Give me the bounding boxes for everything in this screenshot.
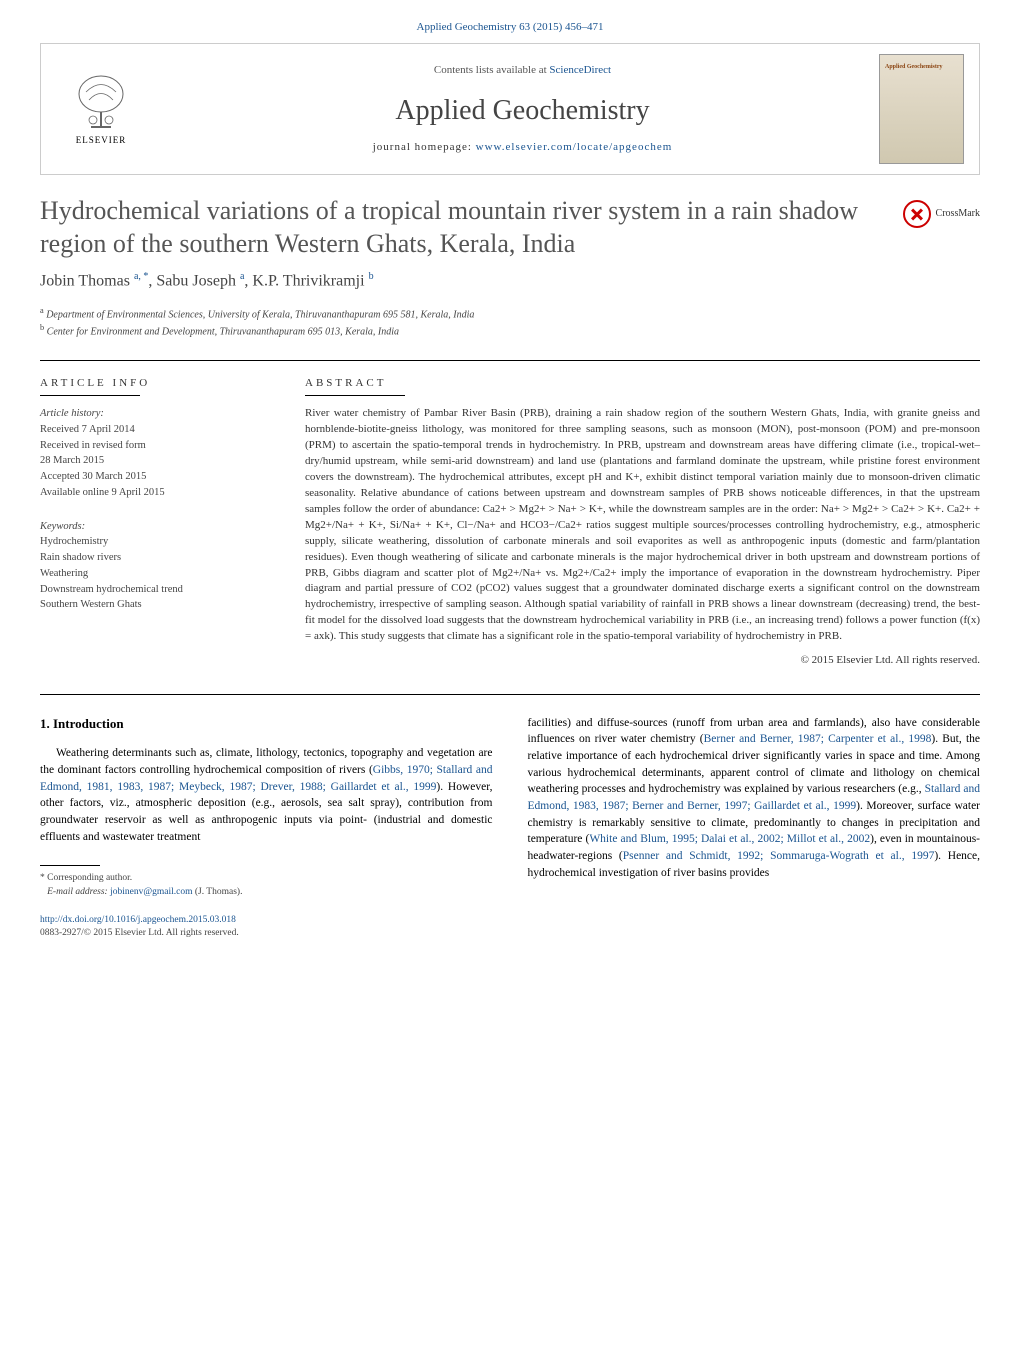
elsevier-logo: ELSEVIER: [56, 64, 146, 154]
section-heading: 1. Introduction: [40, 715, 493, 734]
sciencedirect-link[interactable]: ScienceDirect: [549, 64, 611, 76]
elsevier-tree-icon: [71, 72, 131, 132]
banner-center: Contents lists available at ScienceDirec…: [166, 63, 879, 155]
author-email-link[interactable]: jobinenv@gmail.com: [110, 887, 192, 897]
journal-name: Applied Geochemistry: [166, 91, 879, 130]
copyright-line: © 2015 Elsevier Ltd. All rights reserved…: [305, 653, 980, 668]
affiliations: a Department of Environmental Sciences, …: [40, 305, 980, 340]
doi-link[interactable]: http://dx.doi.org/10.1016/j.apgeochem.20…: [40, 915, 236, 925]
keywords-block: Keywords: HydrochemistryRain shadow rive…: [40, 519, 275, 614]
abstract-text: River water chemistry of Pambar River Ba…: [305, 406, 980, 645]
section-rule: [40, 395, 140, 396]
article-title: Hydrochemical variations of a tropical m…: [40, 195, 888, 260]
journal-banner: ELSEVIER Contents lists available at Sci…: [40, 43, 980, 175]
body-paragraph: Weathering determinants such as, climate…: [40, 745, 493, 845]
contents-prefix: Contents lists available at: [434, 64, 549, 76]
crossmark-badge[interactable]: CrossMark: [903, 200, 980, 228]
contents-line: Contents lists available at ScienceDirec…: [166, 63, 879, 78]
elsevier-label: ELSEVIER: [76, 134, 127, 147]
body-paragraph: facilities) and diffuse-sources (runoff …: [528, 715, 981, 882]
issn-copyright: 0883-2927/© 2015 Elsevier Ltd. All right…: [40, 928, 239, 938]
footnote-separator: [40, 865, 100, 866]
article-info-header: ARTICLE INFO: [40, 376, 275, 391]
body-left-column: 1. Introduction Weathering determinants …: [40, 715, 493, 941]
cover-title: Applied Geochemistry: [885, 63, 958, 71]
journal-homepage-link[interactable]: www.elsevier.com/locate/apgeochem: [476, 141, 673, 153]
crossmark-label: CrossMark: [936, 207, 980, 221]
email-label: E-mail address:: [47, 887, 110, 897]
email-suffix: (J. Thomas).: [192, 887, 242, 897]
body-two-column: 1. Introduction Weathering determinants …: [40, 715, 980, 941]
header-citation-link[interactable]: Applied Geochemistry 63 (2015) 456–471: [40, 20, 980, 35]
title-row: Hydrochemical variations of a tropical m…: [40, 195, 980, 260]
article-history: Article history: Received 7 April 2014Re…: [40, 406, 275, 501]
corr-author-label: * Corresponding author.: [40, 873, 132, 883]
homepage-line: journal homepage: www.elsevier.com/locat…: [166, 140, 879, 155]
keywords-label: Keywords:: [40, 521, 85, 532]
journal-cover-thumbnail: Applied Geochemistry: [879, 54, 964, 164]
divider: [40, 360, 980, 361]
history-label: Article history:: [40, 408, 104, 419]
divider: [40, 694, 980, 695]
article-info-column: ARTICLE INFO Article history: Received 7…: [40, 376, 275, 669]
corresponding-author-footnote: * Corresponding author. E-mail address: …: [40, 872, 493, 899]
abstract-column: ABSTRACT River water chemistry of Pambar…: [305, 376, 980, 669]
body-right-column: facilities) and diffuse-sources (runoff …: [528, 715, 981, 941]
info-abstract-row: ARTICLE INFO Article history: Received 7…: [40, 376, 980, 669]
crossmark-icon: [903, 200, 931, 228]
author-list: Jobin Thomas a, *, Sabu Joseph a, K.P. T…: [40, 270, 980, 293]
abstract-header: ABSTRACT: [305, 376, 980, 391]
homepage-prefix: journal homepage:: [373, 141, 476, 153]
section-rule: [305, 395, 405, 396]
doi-block: http://dx.doi.org/10.1016/j.apgeochem.20…: [40, 914, 493, 941]
